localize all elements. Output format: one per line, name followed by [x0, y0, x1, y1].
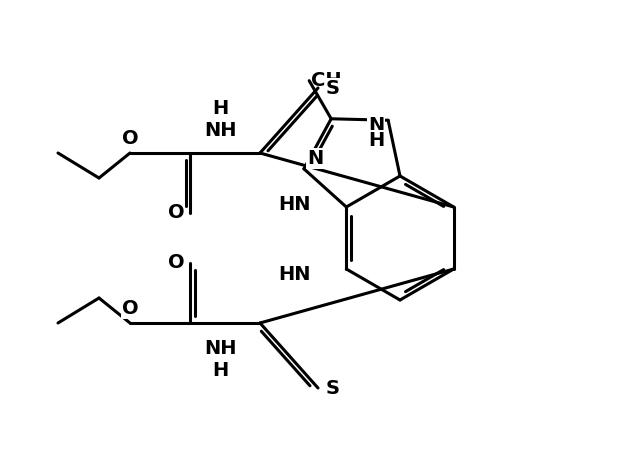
Text: O: O	[122, 299, 138, 318]
Text: NH: NH	[204, 120, 236, 139]
Text: S: S	[326, 78, 340, 97]
Text: HN: HN	[278, 266, 310, 285]
Text: H: H	[212, 98, 228, 118]
Text: H: H	[368, 131, 384, 150]
Text: N: N	[368, 116, 384, 135]
Text: S: S	[326, 378, 340, 397]
Text: H: H	[212, 360, 228, 379]
Text: O: O	[168, 203, 184, 222]
Text: O: O	[122, 129, 138, 148]
Text: 3: 3	[331, 78, 342, 93]
Text: N: N	[307, 149, 323, 168]
Text: O: O	[168, 253, 184, 272]
Text: CH: CH	[311, 71, 342, 90]
Text: NH: NH	[204, 339, 236, 358]
Text: HN: HN	[278, 195, 310, 215]
